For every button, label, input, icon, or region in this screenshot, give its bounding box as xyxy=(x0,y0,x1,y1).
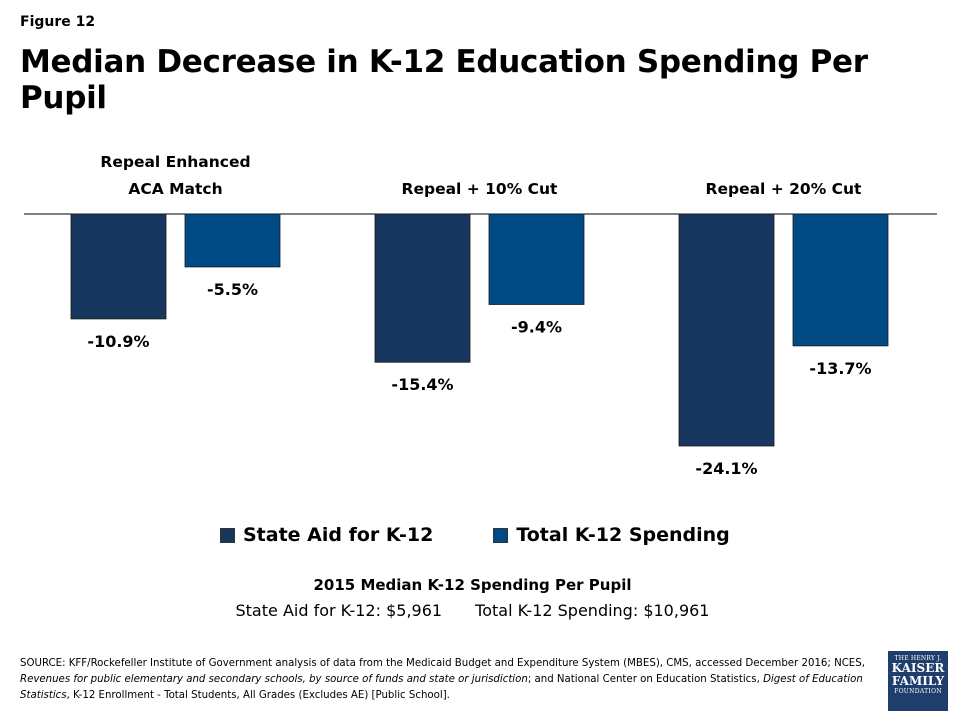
source-title-revenues: Revenues for public elementary and secon… xyxy=(20,674,528,685)
bar-total-2 xyxy=(488,213,585,305)
data-label: -15.4% xyxy=(391,375,453,394)
bar-state-aid-1 xyxy=(70,213,167,320)
bar-total-1 xyxy=(184,213,281,268)
legend-label-total: Total K-12 Spending xyxy=(516,524,730,546)
legend-swatch-total xyxy=(493,527,509,543)
chart-legend: State Aid for K-12 Total K-12 Spending xyxy=(220,524,790,546)
median-spending-values: State Aid for K-12: $5,961 Total K-12 Sp… xyxy=(0,601,945,620)
source-note: SOURCE: KFF/Rockefeller Institute of Gov… xyxy=(20,656,865,704)
figure-label: Figure 12 xyxy=(20,14,96,30)
logo-line-2: KAISER xyxy=(891,661,945,675)
logo-line-4: FOUNDATION xyxy=(894,688,942,695)
data-label: -24.1% xyxy=(695,459,757,478)
data-label: -13.7% xyxy=(809,359,871,378)
source-text-suffix: , K-12 Enrollment - Total Students, All … xyxy=(66,690,450,701)
median-state-aid: State Aid for K-12: $5,961 xyxy=(235,601,443,620)
legend-item-state-aid: State Aid for K-12 xyxy=(220,524,433,546)
category-label: Repeal + 10% Cut xyxy=(402,180,559,198)
category-label: Repeal + 20% Cut xyxy=(706,180,863,198)
legend-swatch-state-aid xyxy=(220,527,235,543)
category-label: Repeal Enhanced xyxy=(100,153,250,171)
page-title: Median Decrease in K-12 Education Spendi… xyxy=(20,44,868,116)
data-label: -5.5% xyxy=(207,280,258,299)
bar-state-aid-3 xyxy=(678,213,775,447)
data-label: -9.4% xyxy=(511,317,562,336)
data-label: -10.9% xyxy=(87,332,149,351)
median-total: Total K-12 Spending: $10,961 xyxy=(475,601,710,620)
bar-total-3 xyxy=(792,213,889,347)
source-text-middle: ; and National Center on Education Stati… xyxy=(527,674,764,685)
legend-label-state-aid: State Aid for K-12 xyxy=(243,524,434,546)
bar-state-aid-2 xyxy=(374,213,471,363)
median-spending-title: 2015 Median K-12 Spending Per Pupil xyxy=(313,576,632,594)
bar-chart: Repeal Enhanced ACA Match -10.9% -5.5% Repea… xyxy=(24,153,937,478)
logo-line-1: THE HENRY J. xyxy=(894,655,942,662)
logo-line-3: FAMILY xyxy=(891,674,945,688)
source-text: SOURCE: KFF/Rockefeller Institute of Gov… xyxy=(20,658,865,669)
category-label: ACA Match xyxy=(128,180,222,198)
legend-item-total: Total K-12 Spending xyxy=(493,524,730,546)
source-title-digest: Digest of Education Statistics xyxy=(20,674,863,701)
kff-logo: THE HENRY J. KAISER FAMILY FOUNDATION xyxy=(888,651,948,711)
